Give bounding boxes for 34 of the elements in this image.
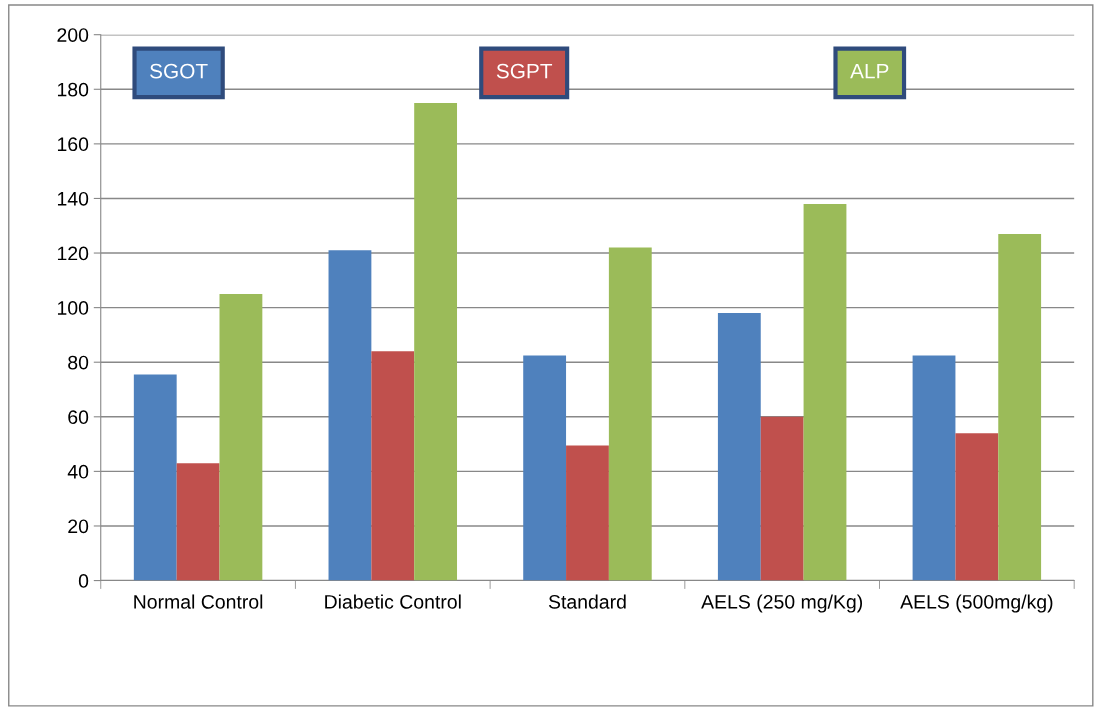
y-tick-label: 100 — [57, 301, 89, 315]
bar — [760, 416, 804, 581]
bar — [176, 463, 220, 581]
bar — [219, 293, 263, 581]
bar — [523, 355, 567, 581]
bar — [998, 233, 1042, 581]
y-tick-label: 160 — [57, 137, 89, 152]
bar — [717, 313, 761, 581]
y-tick-label: 180 — [57, 82, 89, 97]
x-tick-label: AELS (250 mg/Kg) — [701, 594, 863, 613]
text: ALP — [850, 63, 889, 79]
y-tick-label: 140 — [57, 191, 89, 206]
text: SGPT — [496, 63, 553, 79]
x-tick-label: Diabetic Control — [325, 594, 461, 609]
x-tick-label: Normal Control — [134, 594, 263, 609]
y-tick-label: 120 — [57, 246, 89, 261]
y-tick-label: 40 — [67, 464, 89, 479]
x-tick-label: Standard — [548, 594, 626, 609]
y-tick-label: 80 — [68, 355, 89, 370]
y-tick-label: 60 — [68, 410, 89, 425]
bar — [566, 445, 609, 581]
bar — [371, 351, 415, 581]
y-tick-label: 0 — [78, 574, 89, 588]
y-tick-label: 20 — [68, 519, 89, 534]
bar — [955, 433, 999, 581]
bar — [912, 355, 956, 581]
bar — [803, 203, 847, 581]
bar — [608, 247, 652, 581]
bar — [328, 250, 372, 581]
bar — [133, 374, 177, 581]
x-tick-label: AELS (500mg/kg) — [900, 594, 1053, 613]
y-tick-label: 200 — [57, 28, 89, 42]
bar — [414, 102, 458, 581]
text: SGOT — [150, 63, 208, 79]
